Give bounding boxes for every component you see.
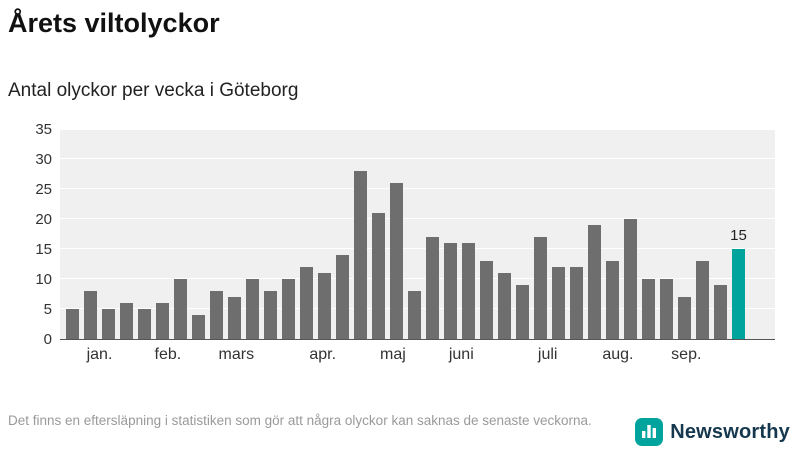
y-tick-label: 35: [35, 121, 52, 138]
x-tick-label: maj: [380, 346, 406, 363]
bar: [570, 267, 583, 339]
bar: [588, 225, 601, 339]
bar: [462, 243, 475, 339]
bar-value-label: 15: [730, 227, 747, 244]
x-axis: jan. feb. mars apr. maj juni juli aug. sep.: [60, 346, 775, 368]
bar: [138, 309, 151, 339]
x-tick-label: mars: [218, 346, 255, 363]
bar: [102, 309, 115, 339]
bar: [642, 279, 655, 339]
bar: [336, 255, 349, 339]
bar: [696, 261, 709, 339]
gridline: [60, 128, 775, 129]
bar: [210, 291, 223, 339]
y-tick-label: 15: [35, 241, 52, 258]
y-tick-label: 0: [43, 331, 52, 348]
gridline: [60, 218, 775, 219]
bar: [606, 261, 619, 339]
x-tick-label: jan.: [86, 346, 113, 363]
y-axis: 0 5 10 15 20 25 30 35: [16, 121, 52, 348]
x-tick-label: aug.: [602, 346, 634, 363]
bar: [714, 285, 727, 339]
bar: [516, 285, 529, 339]
newsworthy-icon: [635, 418, 664, 446]
y-tick-label: 25: [35, 181, 52, 198]
bar: [678, 297, 691, 339]
bar: [372, 213, 385, 339]
bar: [624, 219, 637, 339]
page-title: Årets viltolyckor: [8, 8, 220, 38]
bar: [174, 279, 187, 339]
bar: [534, 237, 547, 339]
brand-name: Newsworthy: [670, 420, 790, 443]
bar: [66, 309, 79, 339]
bar: [246, 279, 259, 339]
newsworthy-logo[interactable]: Newsworthy: [635, 418, 790, 446]
gridline: [60, 278, 775, 279]
x-tick-label: juni: [448, 346, 474, 363]
plot: 15: [60, 128, 775, 340]
bar: [120, 303, 133, 339]
plot-area: [60, 130, 775, 339]
chart-subtitle: Antal olyckor per vecka i Göteborg: [8, 80, 299, 101]
y-tick-label: 5: [43, 301, 52, 318]
bar: [480, 261, 493, 339]
x-tick-label: sep.: [671, 346, 702, 363]
x-tick-label: juli: [537, 346, 558, 363]
bar: [318, 273, 331, 339]
bar: [264, 291, 277, 339]
bar: [390, 183, 403, 339]
bar: [444, 243, 457, 339]
bar: [282, 279, 295, 339]
y-tick-label: 30: [35, 151, 52, 168]
gridline: [60, 248, 775, 249]
x-tick-label: apr.: [309, 346, 337, 363]
bar: [84, 291, 97, 339]
footnote: Det finns en eftersläpning i statistiken…: [8, 413, 592, 428]
y-tick-label: 10: [35, 271, 52, 288]
bar: [354, 171, 367, 339]
bar: [300, 267, 313, 339]
gridline: [60, 158, 775, 159]
gridline: [60, 188, 775, 189]
bar: [228, 297, 241, 339]
bar: [498, 273, 511, 339]
y-tick-label: 20: [35, 211, 52, 228]
bar: [192, 315, 205, 339]
x-tick-label: feb.: [154, 346, 182, 363]
bar: [660, 279, 673, 339]
bar: [156, 303, 169, 339]
bar: [426, 237, 439, 339]
bar: [552, 267, 565, 339]
bar: [408, 291, 421, 339]
bar-highlight: [732, 249, 745, 339]
